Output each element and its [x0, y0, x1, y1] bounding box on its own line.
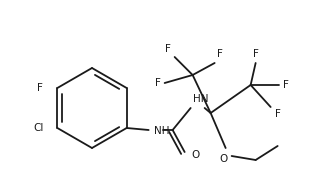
Text: NH: NH	[154, 126, 169, 136]
Text: Cl: Cl	[33, 123, 43, 133]
Text: F: F	[283, 80, 289, 90]
Text: F: F	[275, 109, 281, 119]
Text: O: O	[192, 150, 200, 160]
Text: O: O	[220, 154, 228, 164]
Text: F: F	[165, 44, 171, 54]
Text: HN: HN	[193, 94, 208, 104]
Text: F: F	[37, 83, 43, 93]
Text: F: F	[155, 78, 161, 88]
Text: F: F	[253, 49, 259, 59]
Text: F: F	[217, 49, 222, 59]
